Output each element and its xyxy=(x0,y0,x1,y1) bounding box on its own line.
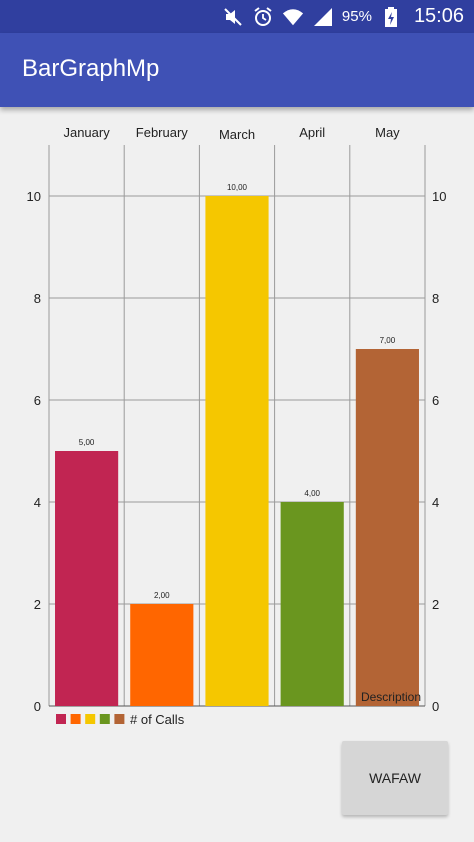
y-tick-label-left: 2 xyxy=(34,597,41,612)
legend-swatch xyxy=(56,714,66,724)
x-tick-label: May xyxy=(375,125,400,140)
legend-label: # of Calls xyxy=(130,712,185,727)
signal-icon xyxy=(312,6,334,28)
legend-swatch xyxy=(99,714,110,724)
y-tick-label-right: 0 xyxy=(432,699,439,714)
y-tick-label-right: 2 xyxy=(432,597,439,612)
status-icons: 95% 15:06 xyxy=(222,0,464,33)
bar-may[interactable] xyxy=(355,349,419,706)
y-tick-label-left: 10 xyxy=(27,189,41,204)
status-time: 15:06 xyxy=(413,5,464,27)
y-tick-label-left: 6 xyxy=(34,393,41,408)
bar-april[interactable] xyxy=(280,502,344,706)
bar-value-label: 10,00 xyxy=(227,183,248,192)
chart-description: Description xyxy=(361,690,421,704)
app-bar: BarGraphMp xyxy=(0,33,474,107)
mute-icon xyxy=(222,6,244,28)
bar-february[interactable] xyxy=(130,604,194,706)
bar-value-label: 5,00 xyxy=(79,438,95,447)
legend-swatch xyxy=(85,714,96,724)
y-tick-label-left: 8 xyxy=(34,291,41,306)
x-tick-label: March xyxy=(219,127,255,142)
x-tick-label: April xyxy=(299,125,325,140)
battery-percent: 95% xyxy=(341,8,372,25)
alarm-icon xyxy=(252,6,274,28)
bar-chart[interactable]: 0 0 2 2 4 4 6 6 8 8 10 10 5,00 January 2,00 February 10,… xyxy=(0,107,474,737)
y-tick-label-right: 4 xyxy=(432,495,439,510)
y-tick-label-right: 6 xyxy=(432,393,439,408)
y-tick-label-right: 8 xyxy=(432,291,439,306)
status-bar: 95% 15:06 xyxy=(0,0,474,33)
bar-january[interactable] xyxy=(55,451,119,706)
bar-value-label: 4,00 xyxy=(304,489,320,498)
x-tick-label: February xyxy=(136,125,189,140)
app-title: BarGraphMp xyxy=(22,55,160,82)
battery-charging-icon xyxy=(380,6,402,28)
y-tick-label-right: 10 xyxy=(432,189,446,204)
bar-value-label: 2,00 xyxy=(154,591,170,600)
legend-swatch xyxy=(114,714,125,724)
bar-value-label: 7,00 xyxy=(380,336,396,345)
bar-march[interactable] xyxy=(205,196,269,706)
wifi-icon xyxy=(282,6,304,28)
wafaw-button[interactable]: WAFAW xyxy=(342,741,448,815)
x-tick-label: January xyxy=(63,125,110,140)
y-tick-label-left: 4 xyxy=(34,495,41,510)
legend-swatch xyxy=(70,714,81,724)
y-tick-label-left: 0 xyxy=(34,699,41,714)
